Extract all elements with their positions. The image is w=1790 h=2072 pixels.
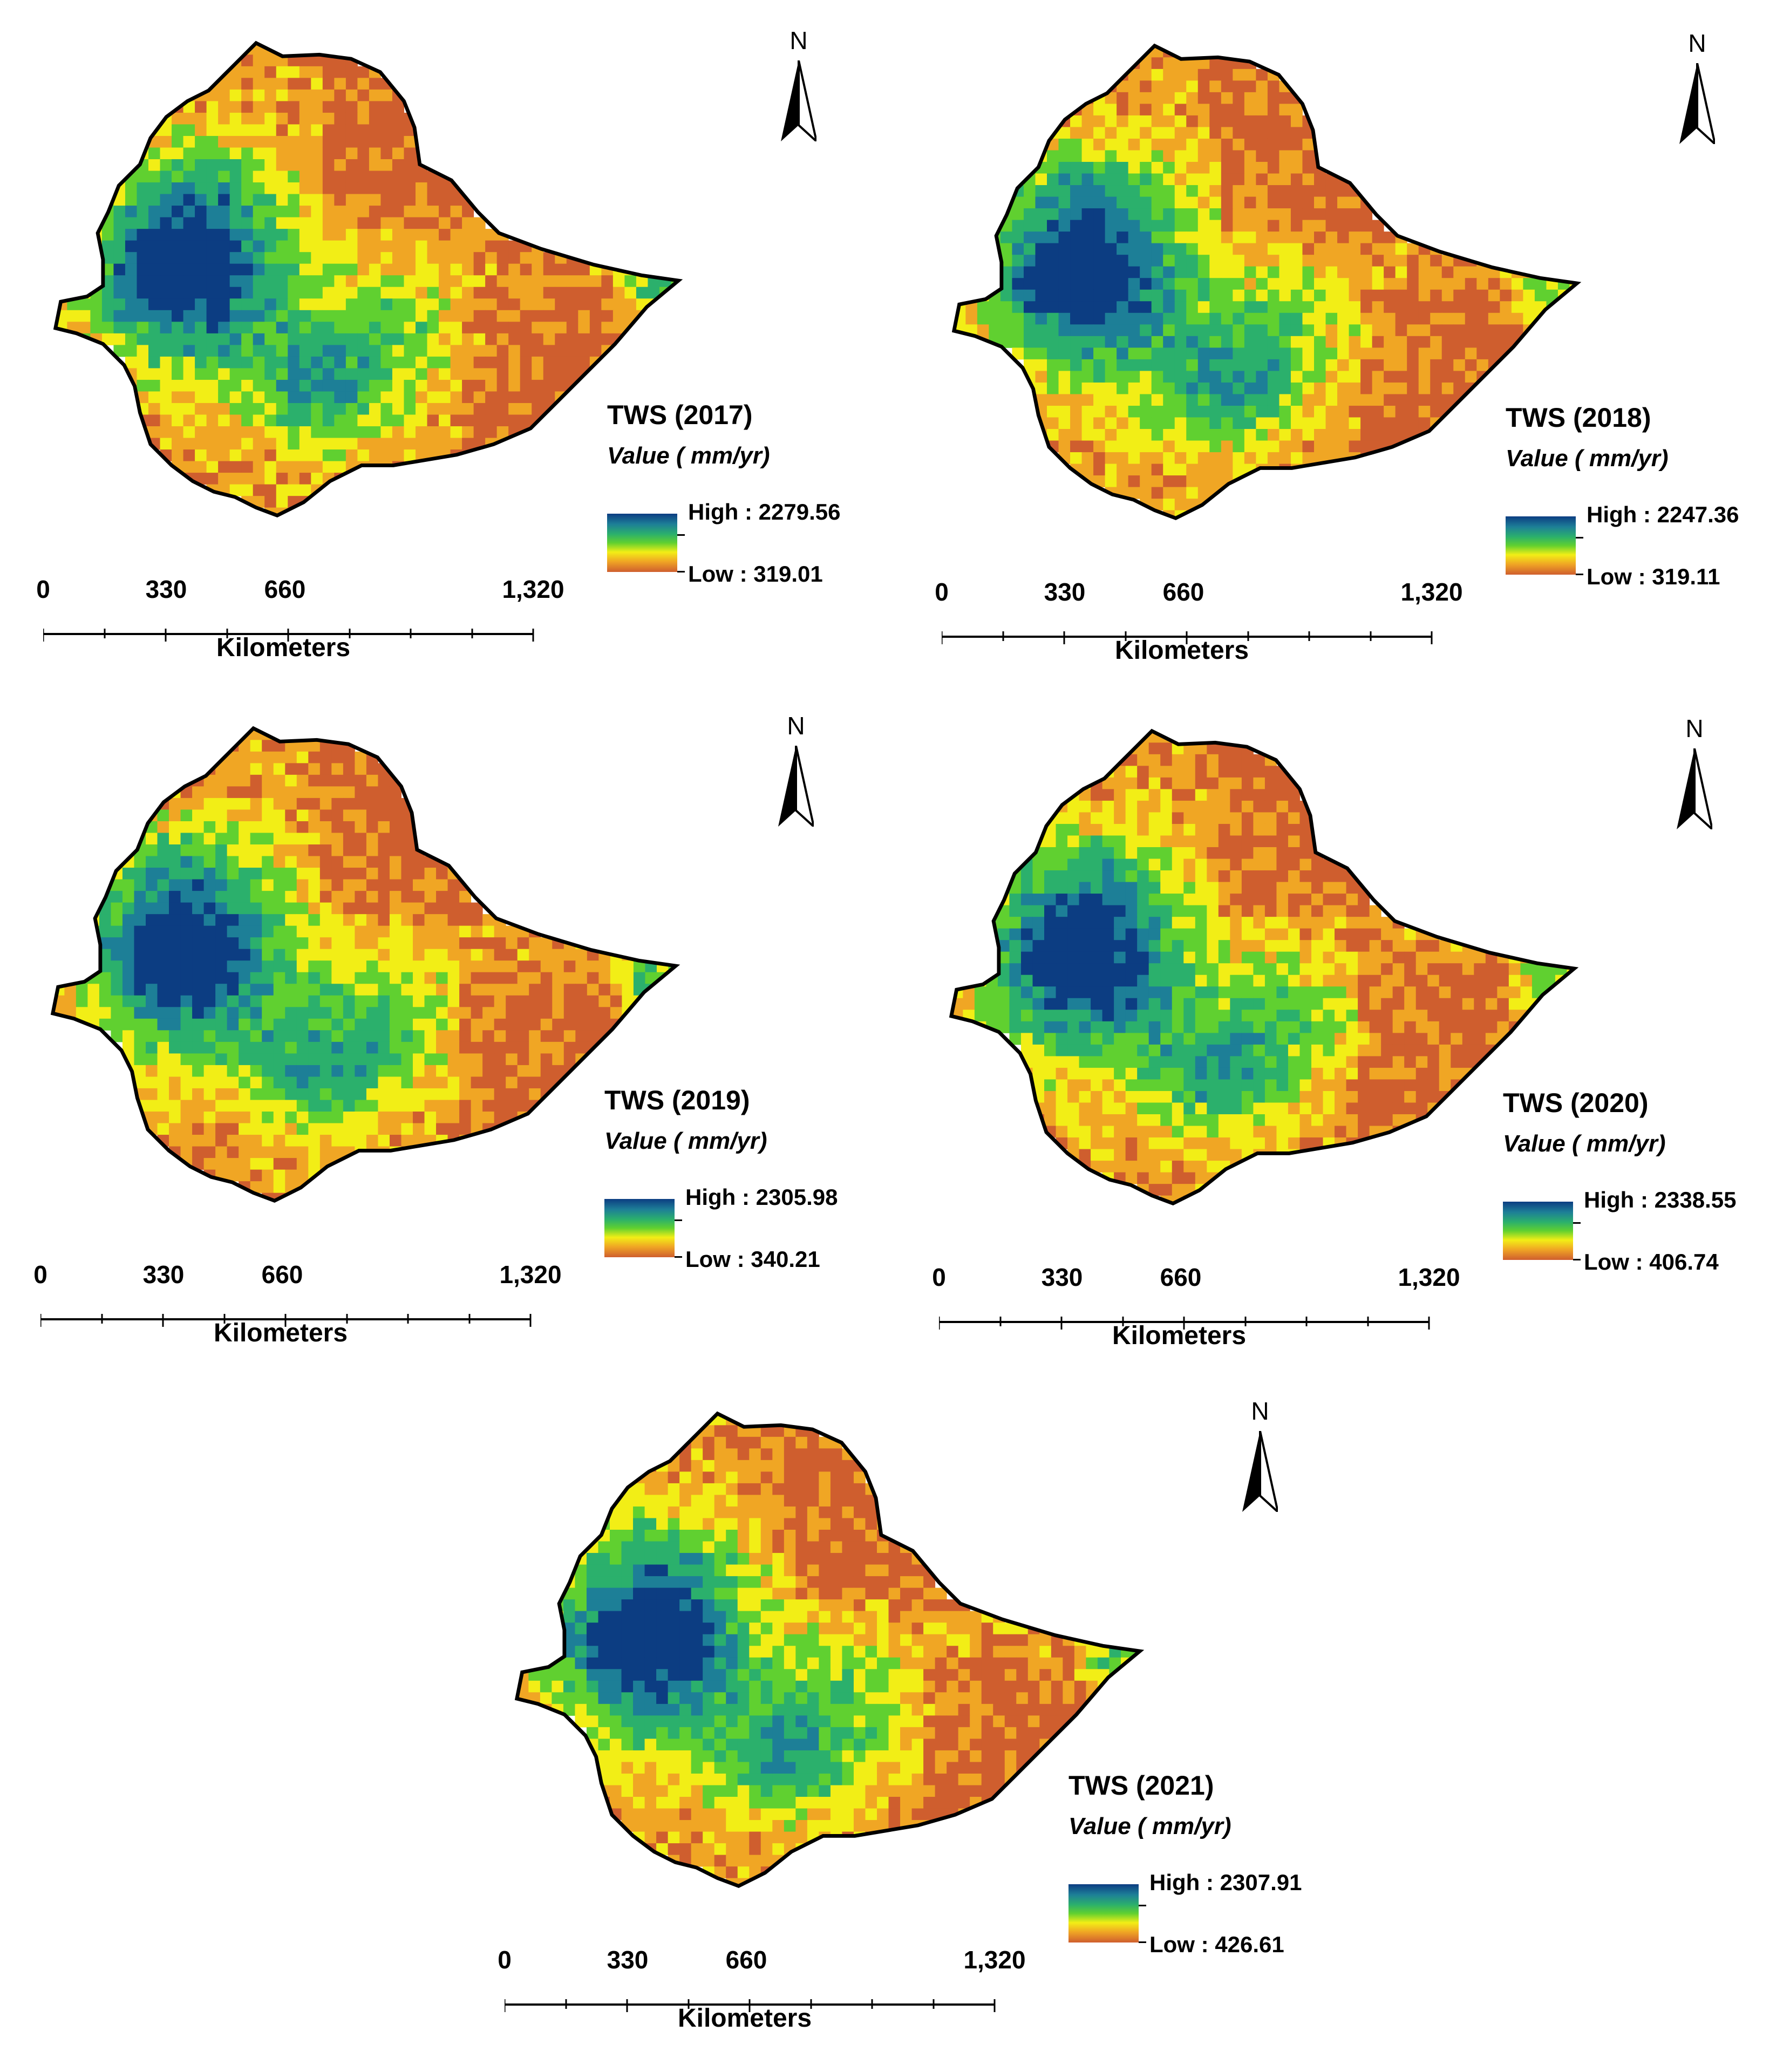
legend-subtitle: Value ( mm/yr) <box>607 442 770 469</box>
scale-bar-label: 330 <box>146 575 187 604</box>
north-arrow-icon <box>1242 1431 1278 1512</box>
legend-high-tick <box>675 1219 682 1221</box>
tws-raster-map <box>947 40 1584 526</box>
legend-low-tick <box>1576 574 1583 575</box>
legend-low-tick <box>1139 1941 1146 1943</box>
north-arrow: N <box>1230 1398 1290 1516</box>
north-arrow-icon <box>1679 63 1715 144</box>
legend-high-tick <box>1139 1905 1146 1906</box>
legend-high-value: High : 2305.98 <box>685 1184 838 1210</box>
legend-subtitle: Value ( mm/yr) <box>604 1128 767 1155</box>
legend-color-ramp <box>607 514 677 572</box>
legend-low-value: Low : 319.11 <box>1587 564 1720 590</box>
north-arrow-icon <box>778 746 814 827</box>
legend-low-tick <box>677 571 685 572</box>
scale-bar-label: 330 <box>1044 577 1086 606</box>
legend-subtitle: Value ( mm/yr) <box>1506 445 1669 472</box>
scale-bar-label: 330 <box>1042 1263 1083 1292</box>
north-arrow: N <box>766 712 826 831</box>
scale-bar-label: 1,320 <box>502 575 564 604</box>
scale-bar-label: 0 <box>935 577 949 606</box>
tws-raster-map <box>46 723 683 1209</box>
north-arrow-icon <box>781 60 816 141</box>
legend-low-value: Low : 319.01 <box>688 561 823 587</box>
legend-title: TWS (2018) <box>1506 402 1651 433</box>
north-arrow-icon <box>1677 748 1712 829</box>
legend-color-ramp <box>604 1199 675 1257</box>
legend-title: TWS (2017) <box>607 399 753 431</box>
legend-low-value: Low : 406.74 <box>1584 1249 1719 1275</box>
legend-high-value: High : 2307.91 <box>1149 1870 1302 1896</box>
scale-bar-label: 0 <box>498 1945 512 1974</box>
legend-title: TWS (2019) <box>604 1085 750 1116</box>
scale-bar-label: 1,320 <box>963 1945 1025 1974</box>
tws-raster-map <box>49 38 685 523</box>
legend-high-value: High : 2279.56 <box>688 499 840 525</box>
legend-high-tick <box>1576 537 1583 539</box>
scale-bar-label: 660 <box>264 575 306 604</box>
legend-subtitle: Value ( mm/yr) <box>1068 1813 1231 1840</box>
scale-bar-label: 0 <box>36 575 50 604</box>
tws-raster-map <box>944 726 1581 1211</box>
scale-bar-label: 660 <box>1160 1263 1202 1292</box>
north-label: N <box>766 712 826 739</box>
scale-bar-label: 1,320 <box>1400 577 1462 606</box>
legend-high-tick <box>677 534 685 536</box>
north-label: N <box>1665 715 1724 742</box>
north-arrow: N <box>769 27 828 146</box>
scale-bar-label: 0 <box>33 1260 47 1289</box>
scale-bar-label: 660 <box>262 1260 303 1289</box>
map-panel: N TWS (2017) Value ( mm/yr) High : 2279.56 L… <box>22 16 907 701</box>
tws-raster-map <box>510 1408 1147 1894</box>
scale-bar-units: Kilometers <box>1115 636 1249 665</box>
scale-bar-units: Kilometers <box>1112 1321 1246 1351</box>
legend-low-value: Low : 340.21 <box>685 1246 820 1272</box>
legend-title: TWS (2021) <box>1068 1770 1214 1801</box>
scale-bar-label: 660 <box>1163 577 1204 606</box>
scale-bar-units: Kilometers <box>678 2003 812 2033</box>
scale-bar-label: 330 <box>143 1260 185 1289</box>
scale-bar-label: 1,320 <box>499 1260 561 1289</box>
legend-color-ramp <box>1068 1884 1139 1942</box>
north-arrow: N <box>1665 715 1724 834</box>
legend-high-tick <box>1573 1222 1581 1224</box>
map-panel: N TWS (2018) Value ( mm/yr) High : 2247.36 L… <box>920 19 1790 704</box>
north-label: N <box>1668 30 1727 57</box>
scale-bar-units: Kilometers <box>216 633 350 663</box>
legend-low-tick <box>1573 1259 1581 1260</box>
scale-bar-label: 660 <box>726 1945 767 1974</box>
legend-subtitle: Value ( mm/yr) <box>1503 1130 1666 1157</box>
legend-low-tick <box>675 1256 682 1258</box>
legend-high-value: High : 2247.36 <box>1587 502 1739 528</box>
legend-high-value: High : 2338.55 <box>1584 1187 1736 1213</box>
scale-bar-units: Kilometers <box>214 1318 348 1348</box>
map-panel: N TWS (2020) Value ( mm/yr) High : 2338.55 L… <box>917 704 1790 1389</box>
scale-bar-label: 1,320 <box>1398 1263 1460 1292</box>
map-panel: N TWS (2021) Value ( mm/yr) High : 2307.91 L… <box>483 1387 1368 2072</box>
legend-color-ramp <box>1503 1202 1573 1260</box>
map-panel: N TWS (2019) Value ( mm/yr) High : 2305.98 L… <box>19 701 904 1387</box>
north-label: N <box>769 27 828 54</box>
legend-title: TWS (2020) <box>1503 1087 1649 1119</box>
scale-bar-label: 0 <box>932 1263 946 1292</box>
north-label: N <box>1230 1398 1290 1424</box>
legend-low-value: Low : 426.61 <box>1149 1932 1284 1958</box>
scale-bar-label: 330 <box>607 1945 649 1974</box>
legend-color-ramp <box>1506 516 1576 575</box>
north-arrow: N <box>1668 30 1727 148</box>
